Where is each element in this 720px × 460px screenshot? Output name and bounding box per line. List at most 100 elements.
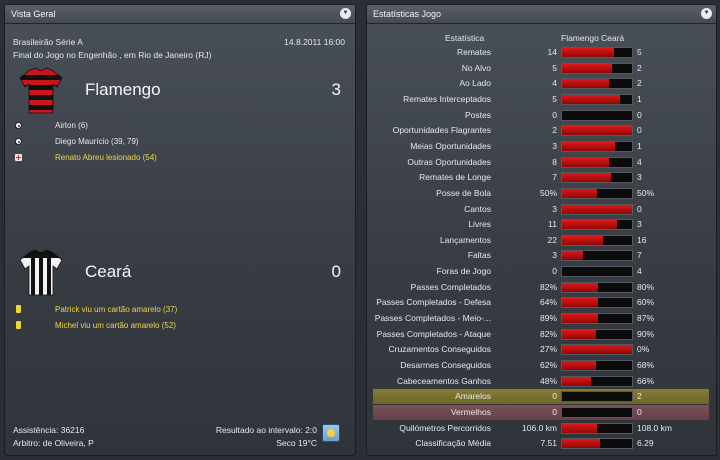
stat-comparison-bar [561,172,633,184]
stat-home-value: 89% [539,313,557,324]
stat-bar-fill [562,376,592,386]
stat-label: Cantos [464,203,491,214]
stat-row: Passes Completados - Meio-... 89% 87% [373,311,709,326]
stat-home-value: 3 [552,140,557,151]
stat-bar-fill [562,345,632,355]
match-venue: Final do Jogo no Engenhão , em Rio de Ja… [13,50,212,60]
flamengo-shirt-icon [19,67,63,114]
stat-label: Remates Interceptados [403,93,491,104]
home-event-goal[interactable]: Airton (6) [55,121,88,130]
home-team-name[interactable]: Flamengo [85,80,161,99]
stat-away-value: 4 [637,266,642,277]
away-event-yellow-card[interactable]: Michel viu um cartão amarelo (52) [55,321,176,330]
stat-comparison-bar [561,281,633,293]
stat-row: Cantos 3 0 [373,202,709,217]
away-team-name[interactable]: Ceará [85,262,132,281]
stat-label: Remates de Longe [419,172,491,183]
stat-home-value: 2 [552,125,557,136]
match-stats-panel-title: Estatísticas Jogo [373,9,442,19]
stat-home-value: 50% [539,187,557,198]
stat-comparison-bar [561,219,633,231]
stat-row: Posse de Bola 50% 50% [373,186,709,201]
home-event-goal[interactable]: Diego Maurício (39, 79) [55,137,139,146]
away-team-score: 0 [331,262,341,281]
stat-row: Ao Lado 4 2 [373,76,709,91]
stat-row: No Alvo 5 2 [373,61,709,76]
attendance: Assistência: 36216 [13,425,85,435]
stat-bar-fill [562,63,612,73]
stat-away-value: 87% [637,313,655,324]
stat-label: Foras de Jogo [436,266,491,277]
stat-label: No Alvo [461,62,491,73]
stat-home-value: 82% [539,328,557,339]
stat-label: Vermelhos [450,406,491,417]
stat-label: Desarmes Conseguidos [400,360,491,370]
chevron-down-icon: ▼ [342,10,349,16]
stat-away-value: 2 [637,391,642,402]
stat-label: Faltas [467,250,491,261]
stat-row: Amarelos 0 2 [373,389,709,405]
match-stats-panel: Estatísticas Jogo ▼ Estatística Flamengo… [366,4,717,456]
stat-bar-fill [562,48,614,57]
stat-away-value: 0 [637,203,642,214]
stat-row: Remates 14 5 [373,45,709,60]
stat-home-value: 0 [552,391,557,402]
stat-home-value: 27% [539,344,557,355]
stat-label: Oportunidades Flagrantes [392,125,491,136]
stat-comparison-bar [561,140,633,152]
stat-away-value: 90% [637,328,655,339]
stat-away-value: 3 [637,172,642,183]
stat-row: Remates Interceptados 5 1 [373,92,709,107]
away-column-label: Ceará [601,33,625,43]
stat-away-value: 0 [637,109,642,120]
stat-home-value: 3 [552,250,557,261]
stat-comparison-bar [561,234,633,246]
stat-bar-fill [562,79,609,89]
stat-bar-fill [562,439,600,449]
stat-home-value: 48% [539,375,557,386]
stat-comparison-bar [561,344,633,356]
stat-comparison-bar [561,156,633,168]
stat-row: Cabeceamentos Ganhos 48% 66% [373,374,709,389]
stat-comparison-bar [561,78,633,90]
stat-row: Passes Completados - Defesa 64% 60% [373,295,709,310]
stats-column-header: Estatística Flamengo Ceará [367,31,716,45]
stat-row: Livres 11 3 [373,217,709,232]
stat-row: Postes 0 0 [373,108,709,123]
yellow-card-icon [16,321,21,329]
stat-home-value: 0 [552,109,557,120]
weather-text: Seco 19°C [276,438,317,448]
sun-icon [322,424,340,442]
stat-label: Postes [465,109,491,120]
stat-comparison-bar [561,266,633,278]
stat-label: Passes Completados - Ataque [376,328,491,339]
stat-comparison-bar [561,47,633,58]
overview-panel-menu-button[interactable]: ▼ [340,8,351,19]
match-stats-menu-button[interactable]: ▼ [701,8,712,19]
chevron-down-icon: ▼ [703,10,710,16]
stat-label: Classificação Média [415,438,491,449]
stat-label: Passes Completados - Meio-... [374,313,491,324]
stat-away-value: 1 [637,93,642,104]
stat-row: Outras Oportunidades 8 4 [373,155,709,170]
stat-bar-fill [562,251,583,261]
stat-away-value: 16 [637,234,647,245]
stat-bar-fill [562,361,596,370]
stat-home-value: 7 [552,172,557,183]
stat-row: Quilómetros Percorridos 106.0 km 108.0 km [373,421,709,436]
stat-comparison-bar [561,328,633,340]
stat-away-value: 0 [637,125,642,136]
stat-row: Foras de Jogo 0 4 [373,264,709,279]
stat-row: Faltas 3 7 [373,248,709,263]
stat-bar-fill [562,204,632,214]
stat-row: Desarmes Conseguidos 62% 68% [373,358,709,373]
referee[interactable]: Arbitro: de Oliveira, P [13,438,94,448]
stat-row: Meias Oportunidades 3 1 [373,139,709,154]
stat-comparison-bar [561,250,633,262]
home-event-injury[interactable]: Renato Abreu lesionado (54) [55,153,157,162]
stat-label: Ao Lado [459,78,491,89]
stat-comparison-bar [561,391,633,403]
stat-home-value: 7.51 [540,438,557,449]
away-event-yellow-card[interactable]: Patrick viu um cartão amarelo (37) [55,305,178,314]
stat-away-value: 5 [637,47,642,57]
